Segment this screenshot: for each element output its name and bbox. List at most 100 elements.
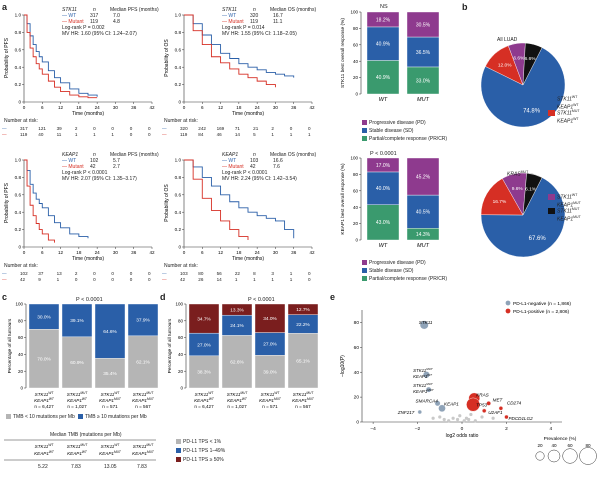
km-gene: STK11	[62, 7, 77, 13]
tmb-table-col1: STK11MUT	[67, 443, 89, 449]
resp-bar-label: 40.5%	[416, 209, 431, 215]
prevalence-circle	[535, 451, 545, 461]
pie-slice-label: 6.6%	[525, 56, 537, 62]
km-x-label: Time (months)	[72, 111, 104, 117]
km-mut-value: 7.6	[273, 164, 280, 170]
bar-segment-label: 34.7%	[197, 316, 211, 322]
km-x-tick-label: 24	[95, 105, 101, 110]
pdl1-legend-high: PD-L1 TPS ≥ 50%	[176, 457, 224, 464]
km-risk-mut: 1	[289, 132, 293, 137]
km-x-label: Time (months)	[72, 256, 104, 262]
prevalence-circle	[547, 449, 561, 463]
km-x-label: Time (months)	[232, 256, 264, 262]
km-risk-wt: 0	[308, 126, 311, 131]
km-y-tick-label: 1.0	[15, 158, 22, 163]
km-risk-mut: 26	[198, 277, 204, 282]
volcano-background-dot	[447, 419, 451, 423]
bar-y-label: Percentage of all tumours	[167, 318, 173, 373]
km-risk-mut: 119	[180, 132, 188, 137]
km-y-tick-label: 1.0	[175, 13, 182, 18]
pie-slice-label: 67.6%	[529, 236, 547, 242]
bar-segment-label: 27.0%	[197, 342, 211, 348]
pie-slice-label: 6.1%	[525, 186, 537, 192]
km-x-tick-label: 30	[113, 250, 119, 255]
km-curve-mutant	[184, 159, 249, 241]
bar-y-tick-label: 0	[20, 386, 23, 391]
km-n-header: n	[93, 152, 96, 158]
km-wt-n: 320	[250, 13, 259, 19]
km-risk-wt: 2	[74, 126, 78, 131]
km-risk-wt-mark: —	[162, 271, 167, 276]
volcano-x-tick-label: –4	[370, 426, 376, 432]
prevalence-tick: 80	[585, 443, 591, 448]
group-n: n = 567	[135, 404, 151, 409]
km-x-tick-label: 36	[291, 105, 297, 110]
volcano-gene-label: MET	[493, 397, 504, 402]
resp-bar-label: 45.2%	[416, 174, 431, 180]
resp-bar-segment	[366, 11, 400, 28]
volcano-x-tick-label: 0	[461, 426, 464, 432]
km-risk-mut: 1	[234, 277, 238, 282]
km-mut-label: — Mutant	[222, 164, 244, 170]
prevalence-title: Prevalence (%)	[544, 436, 577, 442]
group-label-line1: STK11WT	[101, 391, 121, 397]
resp-y-tick-label: 20	[353, 221, 359, 226]
tmb-bar-chart: 0 20 40 60 80 100 Percentage of all tumours 70.…	[4, 302, 159, 461]
group-label-line1: STK11MUT	[67, 391, 89, 397]
km-y-tick-label: 0.4	[15, 65, 22, 70]
volcano-legend-pos: PD-L1-positive (n = 2,806)	[513, 309, 570, 315]
km-plot-stk11-pfs: 0 6 12 18 24 30 36 42 0 0.2 0.4 0.6 0.8 1.0 Time (mont…	[4, 13, 155, 117]
km-risk-wt: 0	[93, 126, 96, 131]
bar-segment-label: 24.1%	[230, 323, 244, 329]
volcano-background-dot	[451, 416, 455, 420]
bar-y-tick-label: 100	[175, 302, 183, 307]
tmb-median-value: 13.05	[104, 464, 117, 470]
volcano-gene-label: KRAS	[476, 392, 489, 397]
resp-bar-label: 40.9%	[376, 41, 391, 47]
resp-y-label: STK11 best overall response (%)	[340, 18, 346, 88]
volcano-y-tick-label: 0	[356, 420, 359, 426]
bar-y-tick-label: 60	[178, 335, 184, 340]
km-stat-header: Median OS (months)	[270, 7, 317, 13]
volcano-x-tick-label: 4	[550, 426, 553, 432]
pie-slice-label: 16.7%	[493, 199, 507, 205]
volcano-gene-label: SMARCA4	[416, 398, 439, 403]
tmb-table-col2: KEAP1WT	[67, 450, 88, 456]
km-risk-wt: 0	[129, 271, 133, 276]
km-stat-header: Median PFS (months)	[110, 7, 159, 13]
km-y-tick-label: 0.8	[15, 175, 22, 180]
km-x-tick-label: 6	[201, 105, 204, 110]
km-curve-wt	[24, 159, 89, 239]
resp-bar-label: 30.5%	[416, 22, 431, 28]
km-y-label: Probability of OS	[164, 39, 170, 77]
bar-segment	[127, 335, 159, 389]
km-y-tick-label: 0.4	[175, 65, 182, 70]
pie-legend-item: STK11WT KEAP1MUT	[548, 193, 581, 210]
prevalence-circle	[562, 448, 578, 464]
group-label-line2: KEAP1WT	[194, 397, 215, 403]
km-mut-label: — Mutant	[62, 19, 84, 25]
km-plot-stk11-os: 0 6 12 18 24 30 36 42 0 0.2 0.4 0.6 0.8 1.0 Time (mont…	[164, 13, 315, 117]
bar-segment	[254, 355, 286, 389]
pdl1-p: P < 0.0001	[248, 297, 275, 303]
volcano-gene-label: STK11	[419, 320, 433, 325]
km-risk-title: Number at risk:	[4, 263, 38, 269]
tmb-legend-low: TMB < 10 mutations per Mb	[6, 414, 75, 421]
km-y-tick-label: 0.2	[175, 227, 182, 232]
km-x-label: Time (months)	[232, 111, 264, 117]
volcano-combo-label: KEAP1MUT	[413, 388, 435, 394]
resp-y-tick-label: 100	[350, 156, 358, 161]
km-risk-mut: 11	[56, 132, 62, 137]
tmb-table-col1: STK11WT	[35, 443, 55, 449]
bar-y-tick-label: 60	[18, 335, 24, 340]
km-wt-value: 16.7	[273, 13, 283, 19]
pie-slice	[480, 47, 566, 128]
pie-slice-label: 12.0%	[498, 62, 512, 68]
km-x-tick-label: 6	[41, 105, 44, 110]
km-risk-mut: 0	[129, 132, 133, 137]
resp-y-tick-label: 60	[353, 42, 359, 47]
km-x-tick-label: 30	[273, 250, 279, 255]
tmb-table-col2: KEAP1WT	[34, 450, 55, 456]
km-y-tick-label: 0.4	[175, 210, 182, 215]
